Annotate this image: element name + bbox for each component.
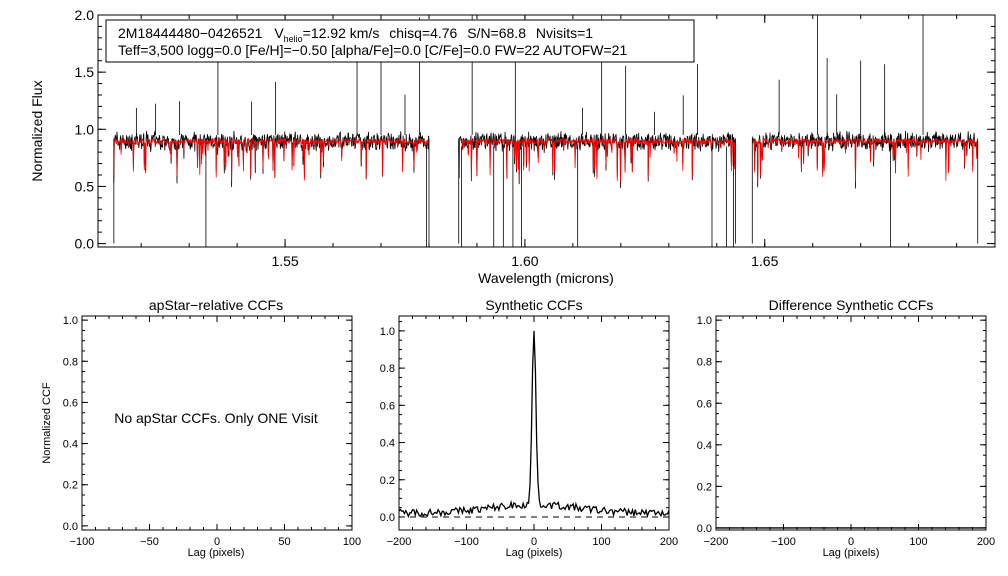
- x-tick-label: −50: [140, 536, 159, 548]
- spectrum-panel: 1.55 1.60 1.65 0.0 0.5 1.0 1.5 2.0 2M18444480−0…: [29, 7, 996, 286]
- snr: S/N=68.8: [467, 25, 526, 41]
- spectrum-xlabel: Wavelength (microns): [478, 270, 614, 286]
- ccf-ylabel: Normalized CCF: [41, 382, 53, 464]
- y-tick-label: 0.0: [380, 512, 395, 524]
- difference-frame: [715, 315, 987, 531]
- x-tick-label: −200: [387, 536, 412, 548]
- y-tick-label: 0.6: [380, 400, 395, 412]
- apstar-title: apStar−relative CCFs: [149, 297, 283, 313]
- model-spectrum: [113, 136, 430, 181]
- x-tick-label: 1.55: [271, 253, 298, 269]
- apstar-xlabel: Lag (pixels): [188, 547, 245, 559]
- y-tick-label: 0.0: [75, 236, 95, 252]
- y-tick-label: 0.2: [63, 480, 78, 492]
- y-tick-label: 0.6: [697, 398, 712, 410]
- y-tick-label: 0.5: [75, 178, 95, 194]
- y-tick-label: 0.0: [697, 523, 712, 535]
- model-spectrum: [751, 137, 979, 183]
- synthetic-ccf-line: [398, 330, 670, 519]
- v-value: =12.92 km/s: [303, 25, 380, 41]
- y-tick-label: 1.0: [63, 315, 78, 327]
- x-tick-label: −100: [771, 536, 796, 548]
- x-tick-label: −200: [704, 536, 729, 548]
- y-tick-label: 0.4: [380, 438, 395, 450]
- x-tick-label: 200: [977, 536, 995, 548]
- spectrum-frame: [97, 14, 996, 248]
- info-box: [105, 19, 695, 63]
- x-tick-label: 100: [909, 536, 927, 548]
- x-tick-label: 1.60: [511, 253, 538, 269]
- info-line-2: Teff=3,500 logg=0.0 [Fe/H]=−0.50 [alpha/…: [118, 42, 627, 58]
- observed-spectrum: [751, 130, 979, 189]
- model-spectrum: [458, 137, 736, 183]
- y-tick-label: 0.0: [63, 521, 78, 533]
- x-tick-label: −100: [70, 536, 95, 548]
- y-tick-label: 0.2: [380, 475, 395, 487]
- synthetic-xlabel: Lag (pixels): [506, 547, 563, 559]
- synthetic-title: Synthetic CCFs: [485, 297, 582, 313]
- synthetic-ticks: −200 −100 0 100 200 0.0 0.2 0.4 0.6 0.8 1.0: [380, 316, 678, 548]
- synthetic-ccf-panel: Synthetic CCFs −200 −100 0 100 200 0.0 0.2 0.4 0…: [380, 297, 678, 559]
- difference-xlabel: Lag (pixels): [823, 547, 880, 559]
- x-tick-label: 200: [660, 536, 678, 548]
- y-tick-label: 0.8: [380, 363, 395, 375]
- y-tick-label: 0.4: [697, 440, 712, 452]
- star-id: 2M18444480−0426521: [118, 25, 263, 41]
- apstar-annotation: No apStar CCFs. Only ONE Visit: [114, 410, 318, 426]
- x-tick-label: 100: [592, 536, 610, 548]
- apstar-ticks: −100 −50 0 50 100 0.0 0.2 0.4 0.6 0.8 1.0: [63, 315, 361, 548]
- synthetic-lines: [398, 330, 670, 519]
- chisq: chisq=4.76: [389, 25, 457, 41]
- spectrum-ylabel: Normalized Flux: [29, 80, 45, 181]
- difference-ticks: −200 −100 0 100 200 0.0 0.2 0.4 0.6 0.8 1.0: [697, 315, 995, 548]
- x-tick-label: 100: [343, 536, 361, 548]
- y-tick-label: 1.0: [697, 315, 712, 327]
- v-label: V: [274, 25, 284, 41]
- x-tick-label: 0: [531, 536, 537, 548]
- spectrum-ticks: 1.55 1.60 1.65 0.0 0.5 1.0 1.5 2.0: [75, 7, 995, 269]
- x-tick-label: −100: [454, 536, 479, 548]
- x-tick-label: 1.65: [751, 253, 778, 269]
- y-tick-label: 0.6: [63, 397, 78, 409]
- y-tick-label: 2.0: [75, 7, 95, 23]
- info-line-1: 2M18444480−0426521 Vhelio=12.92 km/s chi…: [118, 25, 593, 44]
- y-tick-label: 0.8: [63, 356, 78, 368]
- x-tick-label: 0: [214, 536, 220, 548]
- y-tick-label: 1.0: [380, 326, 395, 338]
- v-sub: helio: [284, 34, 303, 44]
- x-tick-label: 0: [848, 536, 854, 548]
- y-tick-label: 0.2: [697, 481, 712, 493]
- y-tick-label: 0.4: [63, 439, 78, 451]
- x-tick-label: 50: [278, 536, 290, 548]
- difference-ccf-panel: Difference Synthetic CCFs −200 −100 0 100 20…: [697, 297, 995, 559]
- difference-title: Difference Synthetic CCFs: [769, 297, 934, 313]
- y-tick-label: 1.0: [75, 121, 95, 137]
- nvisits: Nvisits=1: [536, 25, 593, 41]
- y-tick-label: 0.8: [697, 357, 712, 369]
- apstar-ccf-panel: apStar−relative CCFs −100 −50 0 50 100 0.0 0.2…: [41, 297, 361, 559]
- y-tick-label: 1.5: [75, 64, 95, 80]
